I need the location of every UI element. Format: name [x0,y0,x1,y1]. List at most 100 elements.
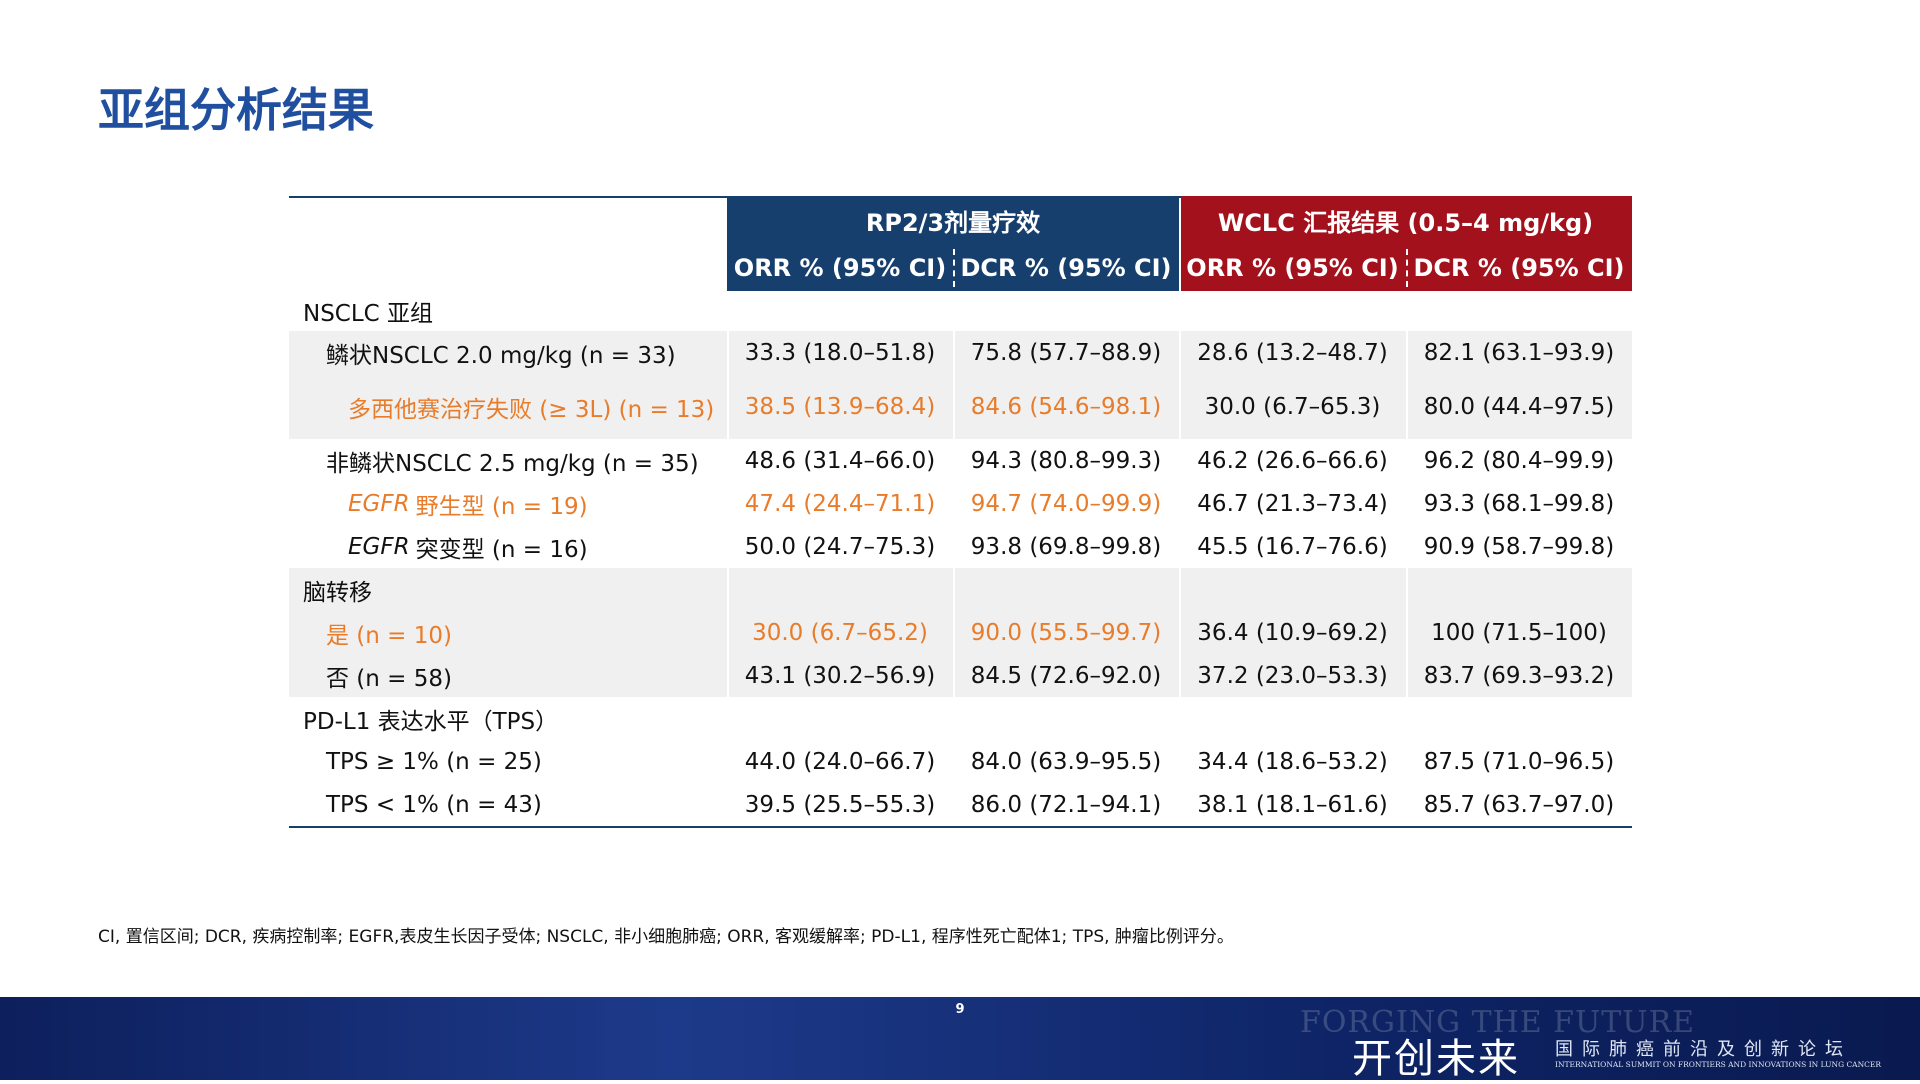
group-header: RP2/3剂量疗效 [865,209,1041,237]
summit-en: INTERNATIONAL SUMMIT ON FRONTIERS AND IN… [1555,1060,1882,1069]
data-cell: 45.5 (16.7–76.6) [1197,533,1388,560]
data-cell: 36.4 (10.9–69.2) [1197,619,1388,646]
row-label: 鳞状NSCLC 2.0 mg/kg (n = 33) [326,331,727,375]
row-shade [729,331,953,375]
row-label: 脑转移 [303,568,727,611]
data-cell: 48.6 (31.4–66.0) [744,447,936,474]
footnote: CI, 置信区间; DCR, 疾病控制率; EGFR,表皮生长因子受体; NSC… [98,927,1234,947]
row-shade [955,568,1179,611]
data-cell: 90.9 (58.7–99.8) [1423,533,1615,560]
row-label: TPS < 1% (n = 43) [326,783,727,826]
row-shade [955,375,1179,439]
data-cell: 33.3 (18.0–51.8) [744,340,936,366]
page-number: 9 [955,1002,965,1017]
row-shade [289,568,727,611]
data-cell: 100 (71.5–100) [1431,619,1607,646]
column-header: ORR % (95% CI) [733,254,947,282]
row-shade [1181,568,1406,611]
data-cell: 93.3 (68.1–99.8) [1423,490,1615,517]
column-header: DCR % (95% CI) [1413,254,1625,282]
data-cell: 44.0 (24.0–66.7) [744,748,936,775]
data-cell: 84.6 (54.6–98.1) [970,394,1162,420]
data-cell: 75.8 (57.7–88.9) [970,340,1162,366]
row-label-text: PD-L1 表达水平（TPS） [303,708,559,735]
row-shade [1408,654,1632,697]
data-cell: 50.0 (24.7–75.3) [744,533,936,560]
header-divider [1406,249,1408,287]
row-shade [289,654,727,697]
group-header: WCLC 汇报结果 (0.5–4 mg/kg) [1217,209,1594,237]
data-cell: 38.1 (18.1–61.6) [1197,791,1388,818]
data-cell: 30.0 (6.7–65.3) [1204,394,1381,420]
row-label: EGFR 野生型 (n = 19) [348,482,727,525]
row-shade [729,375,953,439]
data-cell: 80.0 (44.4–97.5) [1423,394,1615,420]
row-label: 多西他赛治疗失败 (≥ 3L) (n = 13) [348,375,727,439]
row-shade [1408,375,1632,439]
row-label: TPS ≥ 1% (n = 25) [326,740,727,783]
row-shade [289,375,727,439]
row-label-text: 多西他赛治疗失败 (≥ 3L) (n = 13) [348,397,715,423]
data-cell: 90.0 (55.5–99.7) [970,619,1162,646]
data-cell: 84.0 (63.9–95.5) [970,748,1162,775]
row-label: NSCLC 亚组 [303,291,727,331]
data-cell: 39.5 (25.5–55.3) [744,791,936,818]
row-label: 是 (n = 10) [326,611,727,654]
data-cell: 38.5 (13.9–68.4) [744,394,936,420]
data-cell: 84.5 (72.6–92.0) [970,662,1162,689]
row-label-text: 非鳞状NSCLC 2.5 mg/kg (n = 35) [326,450,699,477]
row-shade [955,654,1179,697]
data-cell: 46.2 (26.6–66.6) [1197,447,1388,474]
data-cell: 34.4 (18.6–53.2) [1197,748,1388,775]
data-cell: 43.1 (30.2–56.9) [744,662,936,689]
row-label-text: 鳞状NSCLC 2.0 mg/kg (n = 33) [326,343,676,369]
column-header: DCR % (95% CI) [960,254,1172,282]
data-cell: 94.7 (74.0–99.9) [970,490,1162,517]
data-cell: 37.2 (23.0–53.3) [1197,662,1388,689]
summit-cn: 国际肺癌前沿及创新论坛 [1555,1039,1852,1060]
data-cell: 46.7 (21.3–73.4) [1197,490,1388,517]
data-cell: 93.8 (69.8–99.8) [970,533,1162,560]
row-label-text: 否 (n = 58) [326,665,452,692]
row-shade [289,331,727,375]
header-divider [953,249,955,287]
data-cell: 87.5 (71.0–96.5) [1423,748,1615,775]
row-shade [1181,611,1406,654]
data-cell: 47.4 (24.4–71.1) [744,490,936,517]
row-shade [1408,568,1632,611]
row-label-text: 突变型 (n = 16) [415,536,588,563]
row-shade [1181,654,1406,697]
row-shade [1181,375,1406,439]
row-shade [729,611,953,654]
data-cell: 82.1 (63.1–93.9) [1423,340,1615,366]
row-label-text: 是 (n = 10) [326,622,452,649]
data-cell: 94.3 (80.8–99.3) [970,447,1162,474]
row-shade [955,611,1179,654]
row-shade [729,654,953,697]
data-cell: 83.7 (69.3–93.2) [1423,662,1615,689]
row-shade [1408,331,1632,375]
row-label: 否 (n = 58) [326,654,727,697]
row-label: EGFR 突变型 (n = 16) [348,525,727,568]
data-cell: 86.0 (72.1–94.1) [970,791,1162,818]
tagline-en: FORGING THE FUTURE [1300,1005,1696,1040]
column-header: ORR % (95% CI) [1186,254,1399,282]
row-shade [955,331,1179,375]
row-label-text: TPS ≥ 1% (n = 25) [326,748,542,775]
slide-title: 亚组分析结果 [98,83,374,137]
data-cell: 28.6 (13.2–48.7) [1197,340,1388,366]
data-cell: 30.0 (6.7–65.2) [752,619,928,646]
row-label-text: 野生型 (n = 19) [415,493,588,520]
row-label-text: NSCLC 亚组 [303,301,434,327]
row-label: PD-L1 表达水平（TPS） [303,697,727,740]
data-cell: 85.7 (63.7–97.0) [1423,791,1615,818]
row-shade [729,568,953,611]
row-label-text: TPS < 1% (n = 43) [326,791,542,818]
tagline-cn: 开创未来 [1352,1036,1520,1082]
row-label-prefix: EGFR [348,533,410,560]
row-shade [1408,611,1632,654]
row-label-prefix: EGFR [348,490,410,517]
row-label-text: 脑转移 [303,579,372,606]
bottom-rule [289,826,1632,828]
